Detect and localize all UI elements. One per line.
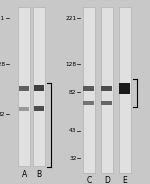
Text: 32: 32 [69,156,76,161]
Text: 43: 43 [69,128,76,133]
Bar [119,83,130,94]
Bar [83,101,94,105]
Bar [19,86,29,91]
Text: 128: 128 [0,62,5,67]
Text: 128: 128 [65,62,76,67]
Bar [34,85,45,91]
Bar [33,7,45,166]
Bar [118,7,131,173]
Bar [19,107,29,111]
Bar [18,7,30,166]
Bar [100,7,113,173]
Bar [101,86,112,91]
Text: C: C [86,176,92,184]
Text: 221: 221 [65,16,76,21]
Text: A: A [21,170,27,179]
Text: 82: 82 [0,112,5,117]
Bar [34,106,45,111]
Bar [82,7,95,173]
Text: B: B [37,170,42,179]
Text: D: D [104,176,110,184]
Text: 82: 82 [69,89,76,95]
Bar [83,86,94,91]
Text: E: E [123,176,127,184]
Text: 221: 221 [0,16,5,21]
Bar [101,101,112,105]
